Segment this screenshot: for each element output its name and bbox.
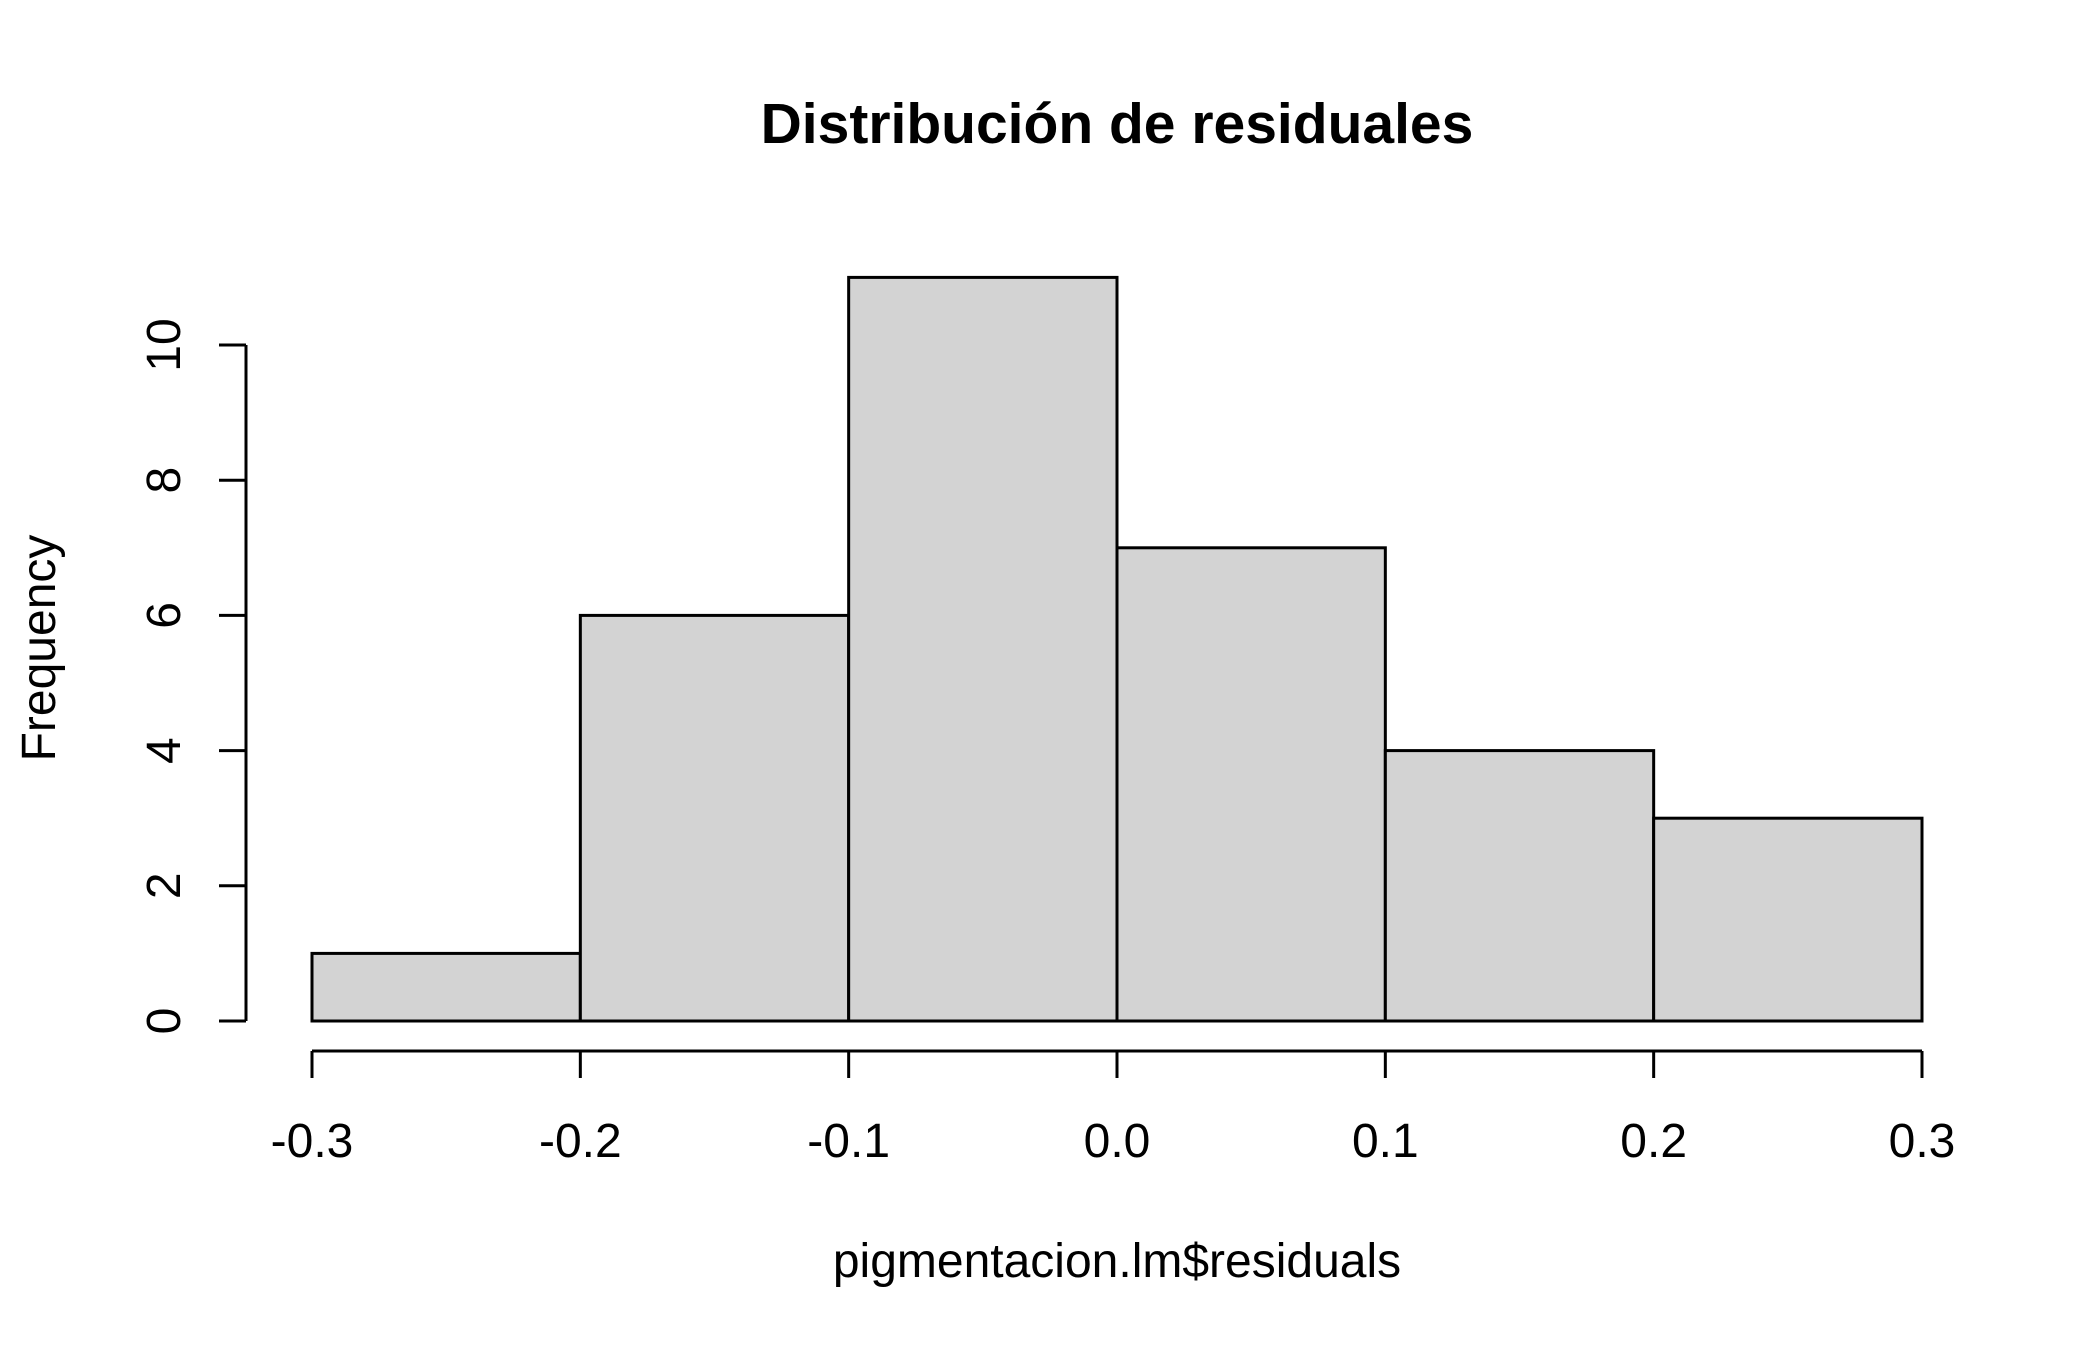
histogram-bar	[1652, 816, 1924, 1023]
chart-title: Distribución de residuales	[761, 92, 1474, 156]
histogram-bar	[578, 613, 851, 1023]
x-axis: -0.3 -0.2 -0.1 0.0 0.1 0.2 0.3	[271, 1049, 1956, 1168]
y-tick-label: 8	[138, 467, 191, 494]
x-tick-label: 0.0	[1084, 1115, 1151, 1168]
histogram-bar	[310, 951, 582, 1023]
histogram-bar	[847, 275, 1119, 1023]
x-tick-label: -0.2	[539, 1115, 622, 1168]
y-tick-label: 4	[138, 737, 191, 764]
x-tick-label: 0.1	[1352, 1115, 1419, 1168]
y-tick-label: 2	[138, 872, 191, 899]
x-tick-label: -0.1	[807, 1115, 890, 1168]
bars-layer	[310, 275, 1924, 1023]
x-tick-label: 0.3	[1889, 1115, 1956, 1168]
y-axis: 0 2 4 6 8 10	[138, 318, 248, 1035]
histogram-bar	[1115, 546, 1387, 1023]
x-tick-label: 0.2	[1620, 1115, 1687, 1168]
histogram-bar	[1383, 749, 1656, 1023]
y-tick-label: 10	[138, 318, 191, 371]
y-tick-label: 0	[138, 1008, 191, 1035]
x-axis-label: pigmentacion.lm$residuals	[833, 1235, 1401, 1288]
x-tick-label: -0.3	[271, 1115, 354, 1168]
y-tick-label: 6	[138, 602, 191, 629]
y-axis-label: Frequency	[13, 535, 66, 762]
